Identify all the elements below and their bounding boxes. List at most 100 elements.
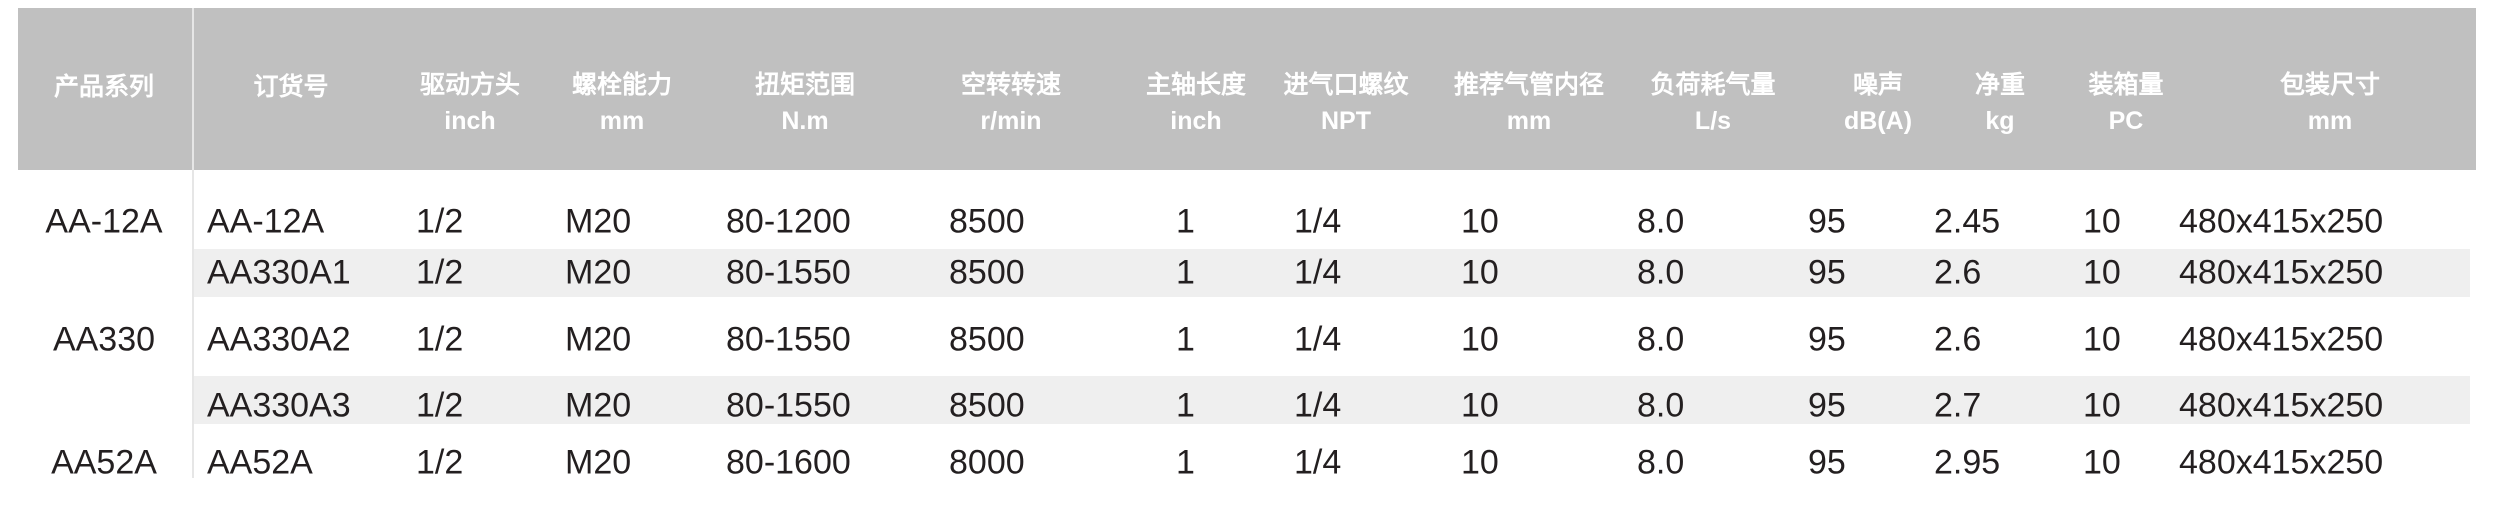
cell-hose-size: 10 [1461, 202, 1499, 241]
cell-air-consumption: 8.0 [1637, 443, 1685, 482]
cell-air-inlet-thread: 1/4 [1294, 253, 1342, 292]
cell-torque-range: 80-1550 [726, 253, 851, 292]
header-unit: PC [2108, 107, 2144, 135]
cell-order-number: AA330A2 [207, 320, 351, 359]
cell-noise: 95 [1808, 443, 1846, 482]
header-torque-range: 扭矩范围 N.m [755, 70, 855, 136]
cell-carton-qty: 10 [2083, 386, 2121, 425]
cell-hose-size: 10 [1461, 443, 1499, 482]
cell-net-weight: 2.7 [1934, 386, 1982, 425]
cell-package-size: 480x415x250 [2179, 320, 2384, 359]
cell-bolt-capacity: M20 [565, 320, 632, 359]
cell-air-inlet-thread: 1/4 [1294, 202, 1342, 241]
cell-noise: 95 [1808, 320, 1846, 359]
header-label: 主轴长度 [1145, 71, 1247, 99]
header-net-weight: 净重 kg [1975, 70, 2025, 136]
cell-bolt-capacity: M20 [565, 443, 632, 482]
cell-bolt-capacity: M20 [565, 202, 632, 241]
series-cell: AA330 [52, 320, 156, 359]
cell-spindle-length: 1 [1176, 253, 1195, 292]
cell-torque-range: 80-1600 [726, 443, 851, 482]
cell-net-weight: 2.6 [1934, 253, 1982, 292]
header-unit: kg [1985, 107, 2015, 135]
cell-noise: 95 [1808, 202, 1846, 241]
header-unit: inch [444, 107, 496, 135]
cell-torque-range: 80-1550 [726, 320, 851, 359]
cell-air-consumption: 8.0 [1637, 386, 1685, 425]
header-label: 扭矩范围 [754, 71, 856, 99]
header-label: 进气口螺纹 [1283, 71, 1409, 99]
header-label: 空转转速 [960, 71, 1062, 99]
cell-free-speed: 8500 [949, 320, 1025, 359]
header-noise: 噪声 dB(A) [1844, 70, 1912, 136]
header-order-number: 订货号 [253, 72, 328, 102]
cell-drive-square: 1/2 [416, 443, 464, 482]
header-unit: L/s [1694, 107, 1732, 135]
cell-noise: 95 [1808, 386, 1846, 425]
header-label: 订货号 [253, 73, 329, 101]
series-cell: AA-12A [45, 202, 163, 241]
cell-free-speed: 8500 [949, 253, 1025, 292]
bottom-margin [0, 478, 2500, 524]
cell-air-inlet-thread: 1/4 [1294, 320, 1342, 359]
cell-spindle-length: 1 [1176, 443, 1195, 482]
row-stripe [194, 249, 2470, 297]
cell-drive-square: 1/2 [416, 253, 464, 292]
cell-package-size: 480x415x250 [2179, 253, 2384, 292]
cell-order-number: AA330A1 [207, 253, 351, 292]
series-cell: AA52A [51, 443, 157, 482]
header-carton-qty: 装箱量 PC [2088, 70, 2163, 136]
header-bolt-capacity: 螺栓能力 mm [572, 70, 672, 136]
header-hose-size: 推荐气管内径 mm [1454, 70, 1604, 136]
cell-air-inlet-thread: 1/4 [1294, 443, 1342, 482]
cell-spindle-length: 1 [1176, 386, 1195, 425]
cell-noise: 95 [1808, 253, 1846, 292]
cell-drive-square: 1/2 [416, 320, 464, 359]
header-unit: mm [1506, 107, 1552, 135]
cell-bolt-capacity: M20 [565, 253, 632, 292]
header-label: 噪声 [1852, 71, 1903, 99]
cell-hose-size: 10 [1461, 386, 1499, 425]
header-air-consumption: 负荷耗气量 L/s [1650, 70, 1775, 136]
cell-package-size: 480x415x250 [2179, 202, 2384, 241]
cell-air-consumption: 8.0 [1637, 320, 1685, 359]
cell-net-weight: 2.6 [1934, 320, 1982, 359]
cell-drive-square: 1/2 [416, 386, 464, 425]
header-unit: r/min [980, 107, 1042, 135]
cell-carton-qty: 10 [2083, 443, 2121, 482]
row-stripe [194, 376, 2470, 424]
cell-free-speed: 8500 [949, 202, 1025, 241]
cell-air-inlet-thread: 1/4 [1294, 386, 1342, 425]
cell-order-number: AA52A [207, 443, 313, 482]
cell-net-weight: 2.95 [1934, 443, 2001, 482]
header-drive-square: 驱动方头 inch [420, 70, 520, 136]
cell-hose-size: 10 [1461, 320, 1499, 359]
header-unit: mm [599, 107, 645, 135]
header-label: 净重 [1974, 71, 2026, 99]
header-free-speed: 空转转速 r/min [961, 70, 1061, 136]
cell-order-number: AA330A3 [207, 386, 351, 425]
header-unit: dB(A) [1843, 107, 1913, 135]
cell-spindle-length: 1 [1176, 202, 1195, 241]
cell-carton-qty: 10 [2083, 320, 2121, 359]
cell-air-consumption: 8.0 [1637, 253, 1685, 292]
cell-package-size: 480x415x250 [2179, 386, 2384, 425]
cell-hose-size: 10 [1461, 253, 1499, 292]
cell-package-size: 480x415x250 [2179, 443, 2384, 482]
header-label: 包装尺寸 [2279, 71, 2381, 99]
header-label: 产品系列 [53, 73, 155, 101]
cell-carton-qty: 10 [2083, 202, 2121, 241]
cell-carton-qty: 10 [2083, 253, 2121, 292]
cell-order-number: AA-12A [207, 202, 325, 241]
header-unit: mm [2307, 107, 2353, 135]
cell-air-consumption: 8.0 [1637, 202, 1685, 241]
header-unit: N.m [781, 107, 829, 135]
header-label: 螺栓能力 [571, 71, 673, 99]
header-spindle-length: 主轴长度 inch [1146, 70, 1246, 136]
cell-torque-range: 80-1200 [726, 202, 851, 241]
cell-drive-square: 1/2 [416, 202, 464, 241]
cell-free-speed: 8500 [949, 386, 1025, 425]
header-unit: inch [1170, 107, 1222, 135]
header-product-series: 产品系列 [54, 72, 154, 102]
table-header [18, 8, 2476, 170]
